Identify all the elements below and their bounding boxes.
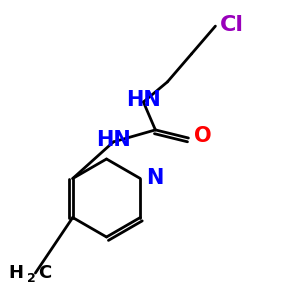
Text: 2: 2	[26, 272, 35, 285]
Text: O: O	[194, 127, 212, 146]
Text: HN: HN	[126, 91, 161, 110]
Text: Cl: Cl	[220, 15, 244, 34]
Text: H: H	[8, 264, 23, 282]
Text: HN: HN	[96, 130, 131, 150]
Text: N: N	[146, 169, 163, 188]
Text: C: C	[38, 264, 52, 282]
